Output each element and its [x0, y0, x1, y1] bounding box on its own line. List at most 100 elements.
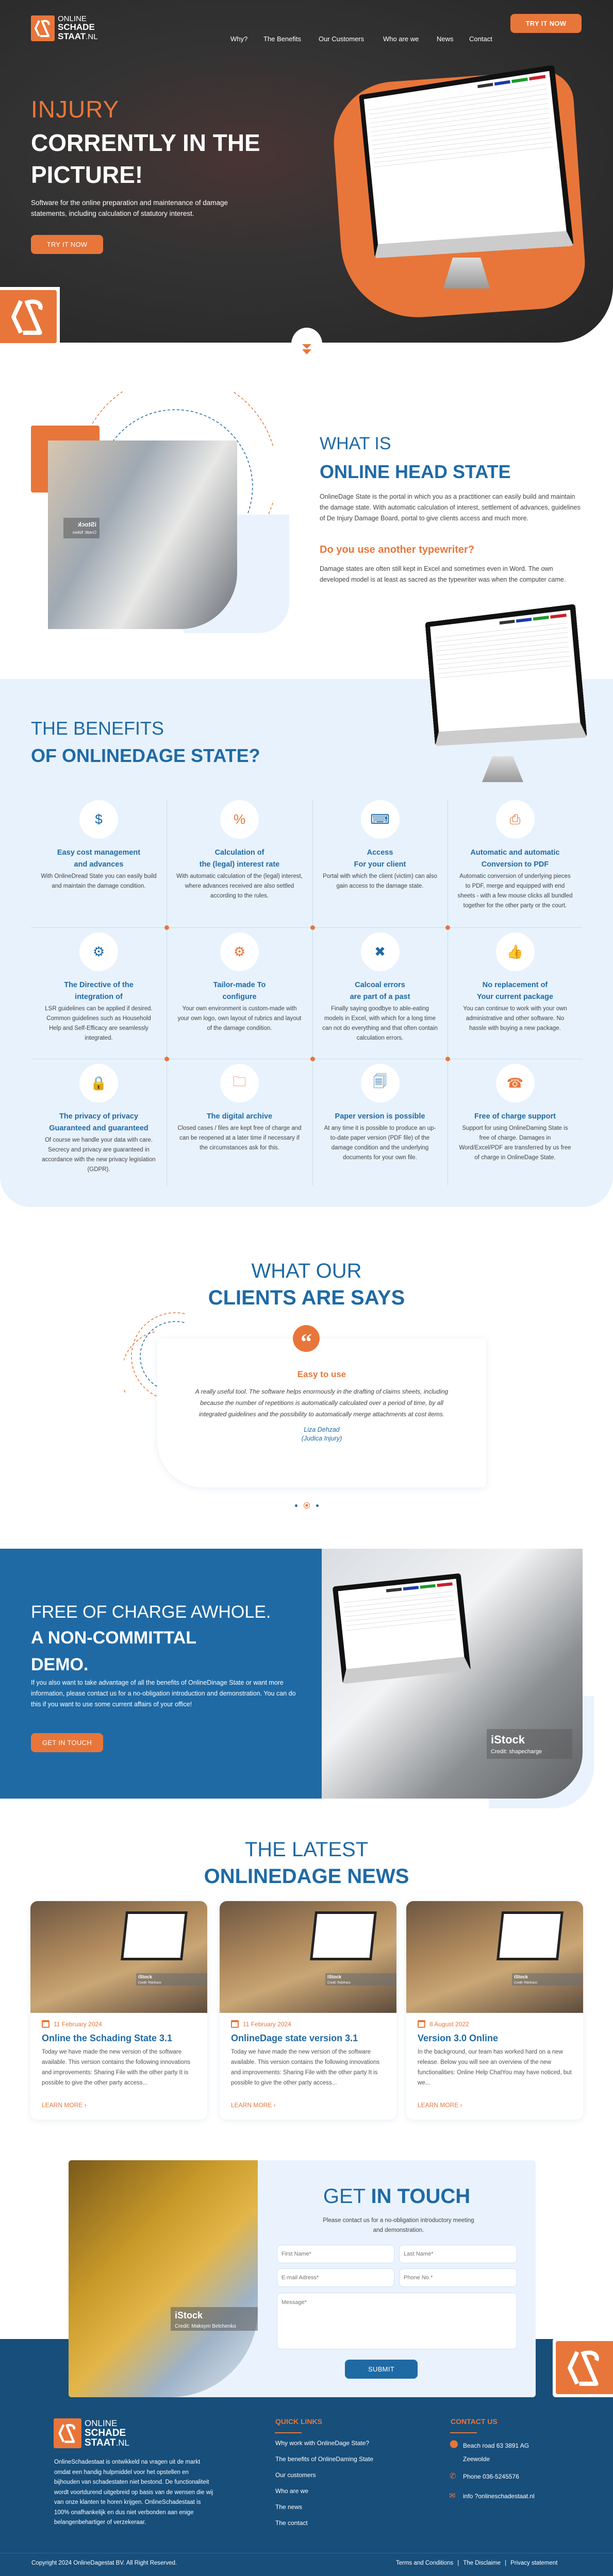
photo-watermark: iStock: [175, 2310, 203, 2320]
demo-photo: iStock Credit: shapecharge: [322, 1549, 583, 1799]
benefit-item: 🗐 Paper version is possible At any time it…: [312, 1064, 448, 1163]
news-title[interactable]: OnlineDage state version 3.1: [231, 2033, 358, 2043]
benefit-title-line-2: Your current package: [476, 993, 553, 1001]
benefit-item: ✖ Calcoal errors are part of a past Finally…: [312, 933, 448, 1043]
benefit-title-line-1: Paper version is possible: [335, 1112, 425, 1121]
logo-suffix: .NL: [86, 32, 98, 41]
nav-link-why[interactable]: Why?: [230, 35, 248, 43]
contact-title-thin: GET: [323, 2185, 366, 2208]
quick-link[interactable]: Who are we: [275, 2487, 309, 2495]
carousel-dot[interactable]: [295, 1504, 297, 1507]
benefit-title: The privacy of privacy Guaranteed and gua…: [31, 1111, 167, 1134]
learn-more-link[interactable]: LEARN MORE ›: [42, 2102, 87, 2109]
news-card[interactable]: iStock Credit: Ridofranz 11 February 2024 O…: [220, 1901, 396, 2120]
footer-logo[interactable]: ONLINE SCHADE STAAT.NL: [54, 2418, 129, 2448]
contact-title-bold: IN TOUCH: [371, 2185, 471, 2208]
site-logo[interactable]: ONLINE SCHADE STAAT.NL: [31, 15, 97, 41]
laptop-screen: [121, 1911, 188, 1960]
news-title[interactable]: Online the Schading State 3.1: [42, 2033, 173, 2043]
nav-link-our-customers[interactable]: Our Customers: [319, 35, 365, 43]
last-name-input[interactable]: [399, 2245, 517, 2263]
benefit-item: ⚙ Tailor-made To configure Your own environ…: [167, 933, 312, 1033]
demo-description: If you also want to take advantage of al…: [31, 1679, 296, 1708]
nav-try-it-now-button[interactable]: TRY IT NOW: [510, 14, 582, 33]
about-subtitle: Do you use another typewriter?: [320, 544, 475, 555]
benefit-item: 🗀 The digital archive Closed cases / files…: [167, 1064, 312, 1153]
learn-more-link[interactable]: LEARN MORE ›: [231, 2102, 276, 2109]
message-textarea[interactable]: [277, 2293, 517, 2349]
benefit-item: ⎙ Automatic and automatic Conversion to PD…: [448, 800, 583, 911]
demo-section: [0, 1549, 322, 1799]
photo-watermark: iStock: [138, 1974, 153, 1979]
scroll-down-button[interactable]: [291, 328, 322, 361]
chevron-double-down-icon: [302, 344, 311, 354]
grid-intersection-dot: [310, 1057, 315, 1061]
quick-link[interactable]: Why work with OnlineDage State?: [275, 2439, 370, 2447]
contact-photo: iStock Credit: Maksym Belchenko: [69, 2160, 258, 2397]
disclaimer-link[interactable]: The Disclaime: [463, 2560, 501, 2566]
laptop-screen: [310, 1911, 377, 1960]
quick-link[interactable]: The news: [275, 2503, 303, 2511]
calendar-icon: [231, 2020, 239, 2028]
carousel-dot-active[interactable]: [304, 1502, 310, 1509]
news-title[interactable]: Version 3.0 Online: [418, 2033, 499, 2043]
hero-try-it-now-button[interactable]: TRY IT NOW: [31, 235, 103, 254]
footer-logo-badge: [553, 2338, 613, 2397]
privacy-link[interactable]: Privacy statement: [510, 2560, 558, 2566]
demo-get-in-touch-button[interactable]: GET IN TOUCH: [31, 1733, 103, 1752]
email-input[interactable]: [277, 2268, 394, 2287]
benefit-title: Access For your client: [312, 847, 448, 871]
benefit-title-line-2: Guaranteed and guaranteed: [49, 1124, 148, 1132]
benefit-title-line-1: Calculation of: [214, 849, 264, 857]
testimonial-card: Easy to use A really useful tool. The so…: [157, 1338, 486, 1487]
demo-title-thin: FREE OF CHARGE AWHOLE.: [31, 1602, 271, 1622]
benefit-title-line-1: Automatic and automatic: [470, 849, 560, 857]
carousel-dot[interactable]: [316, 1504, 319, 1507]
footer-email[interactable]: info ?onlineschadestaat.nl: [463, 2493, 535, 2500]
benefit-item: 🔒 The privacy of privacy Guaranteed and gu…: [31, 1064, 167, 1175]
grid-intersection-dot: [445, 925, 450, 930]
hero-monitor-image: [359, 64, 574, 259]
news-card[interactable]: iStock Credit: Ridofranz 11 February 2024 O…: [30, 1901, 207, 2120]
logo-suffix: .NL: [115, 2438, 129, 2448]
first-name-input[interactable]: [277, 2245, 394, 2263]
quick-link[interactable]: The benefits of OnlineDaming State: [275, 2455, 374, 2463]
quick-links-title: QUICK LINKS: [275, 2417, 322, 2426]
photo-watermark: iStock: [77, 521, 96, 528]
terms-link[interactable]: Terms and Conditions: [396, 2560, 454, 2566]
benefit-title-line-1: Access: [367, 849, 393, 857]
documents-icon: 🗐: [360, 1064, 400, 1103]
logo-mark-icon: [31, 15, 55, 41]
news-date-text: 11 February 2024: [243, 2020, 291, 2028]
phone-input[interactable]: [399, 2268, 517, 2287]
learn-more-link[interactable]: LEARN MORE ›: [418, 2102, 462, 2109]
hero-description: Software for the online preparation and …: [31, 199, 228, 217]
benefit-description: Closed cases / files are kept free of ch…: [177, 1125, 302, 1151]
submit-button[interactable]: SUBMIT: [345, 2360, 418, 2379]
benefit-description: Automatic conversion of underlying piece…: [457, 873, 573, 909]
news-title-bold: ONLINEDAGE NEWS: [204, 1865, 409, 1888]
logo-mark-icon: [54, 2418, 81, 2448]
nav-link-the-benefits[interactable]: The Benefits: [263, 35, 301, 43]
logo-line1: ONLINE: [85, 2418, 118, 2428]
nav-link-news[interactable]: News: [437, 35, 454, 43]
benefit-title: Easy cost management and advances: [31, 847, 167, 871]
benefit-description: With automatic calculation of the (legal…: [176, 873, 303, 899]
quick-link[interactable]: The contact: [275, 2519, 308, 2527]
benefit-item: ⌨ Access For your client Portal with which …: [312, 800, 448, 891]
benefit-title: Calcoal errors are part of a past: [312, 979, 448, 1003]
logo-line3: STAAT: [85, 2437, 116, 2448]
nav-link-who-are-we[interactable]: Who are we: [383, 35, 419, 43]
nav-link-contact[interactable]: Contact: [469, 35, 492, 43]
news-card[interactable]: iStock Credit: Ridofranz 8 August 2022 Vers…: [406, 1901, 583, 2120]
news-body: 8 August 2022 Version 3.0 Online In the ba…: [406, 2013, 583, 2116]
benefit-item: ⚙ The Directive of the integration of LSR g…: [31, 933, 167, 1043]
footer-phone[interactable]: Phone 036-5245576: [463, 2473, 519, 2480]
news-excerpt: Today we have made the new version of th…: [231, 2049, 380, 2086]
support-agent-icon: ☎: [495, 1064, 535, 1103]
puzzle-gear-icon: ⚙: [79, 933, 118, 971]
quick-link[interactable]: Our customers: [275, 2471, 316, 2479]
demo-title-bold-1: A NON-COMMITTAL: [31, 1628, 197, 1648]
benefit-title-line-2: Conversion to PDF: [481, 860, 549, 869]
news-date: 8 August 2022: [418, 2020, 572, 2028]
